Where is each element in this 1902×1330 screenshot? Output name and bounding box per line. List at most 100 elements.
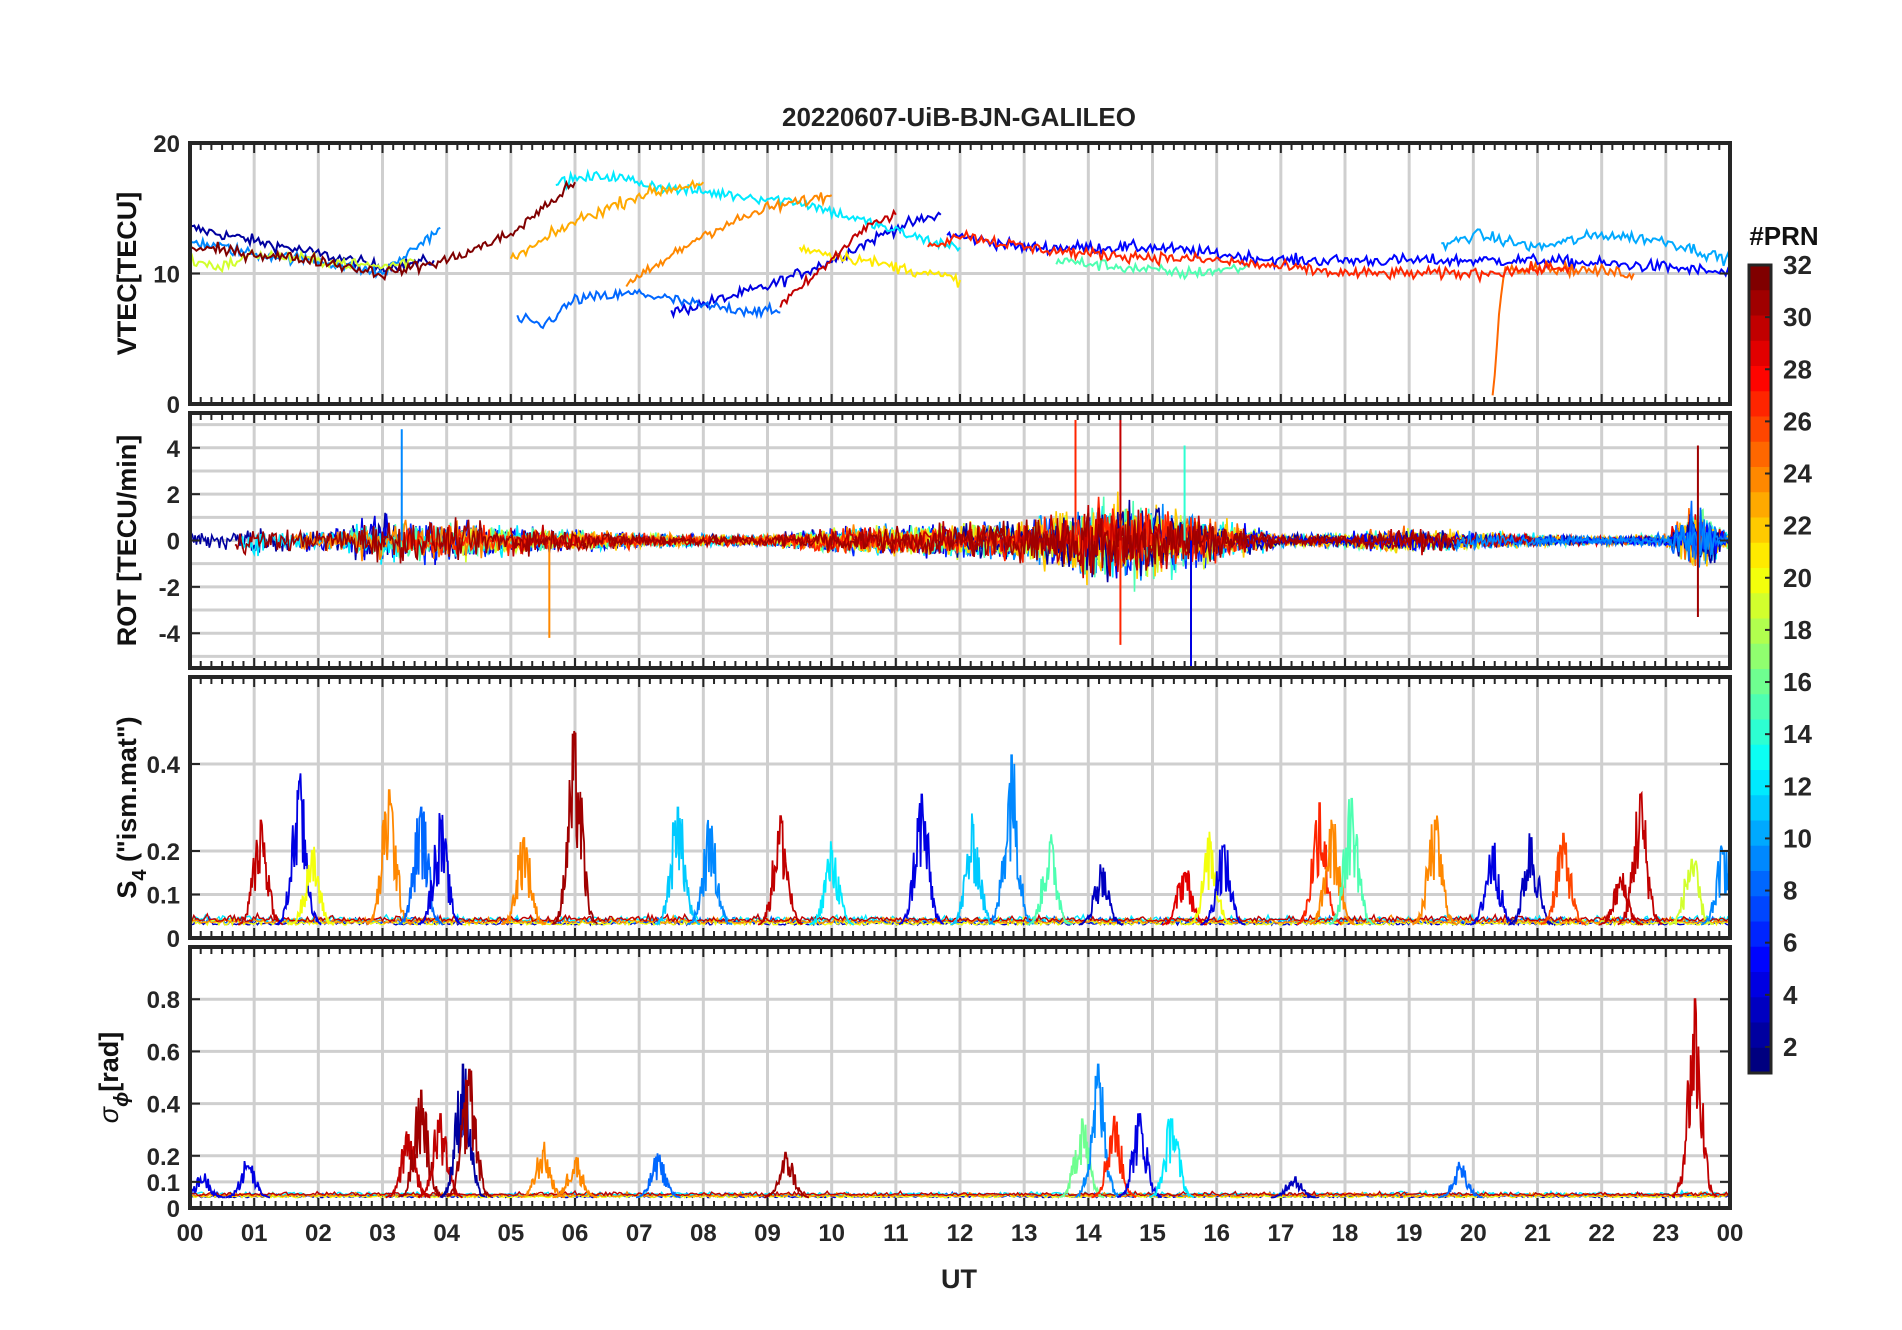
colorbar-tick-label: 6 xyxy=(1783,928,1797,958)
colorbar-band xyxy=(1749,643,1771,670)
sigma_phi-burst-prn-16 xyxy=(1059,1118,1105,1199)
colorbar-band xyxy=(1749,744,1771,771)
y-tick-label: 20 xyxy=(153,131,180,158)
sigma_phi-burst-prn-8 xyxy=(635,1153,681,1199)
y-axis-label: S4 ("ism.mat") xyxy=(112,716,151,898)
colorbar-tick-label: 14 xyxy=(1783,719,1812,749)
colorbar-band xyxy=(1749,770,1771,796)
s4-burst-prn-9 xyxy=(686,819,733,926)
s4-burst-prn-29 xyxy=(1162,870,1208,926)
y-tick-label: 0 xyxy=(167,926,180,953)
x-tick-label: 18 xyxy=(1332,1220,1359,1247)
sigma_phi-burst-prn-31 xyxy=(446,1068,492,1198)
x-tick-label: 10 xyxy=(818,1220,845,1247)
s4-burst-prn-4 xyxy=(1469,842,1515,926)
colorbar-band xyxy=(1749,416,1771,443)
colorbar-tick-label: 32 xyxy=(1783,250,1812,280)
panel-vtec: 0 10 20 VTEC[TECU] xyxy=(112,131,1732,419)
y-tick-label: -2 xyxy=(159,575,180,602)
x-tick-label: 08 xyxy=(690,1220,717,1247)
vtec-series-prn-30 xyxy=(779,208,897,308)
vtec-series-prn-27 xyxy=(927,228,1571,284)
x-tick-label: 12 xyxy=(947,1220,974,1247)
y-tick-label: 4 xyxy=(167,436,181,463)
sigma_phi-burst-prn-24 xyxy=(520,1141,566,1199)
x-tick-label: 21 xyxy=(1524,1220,1551,1247)
series-group xyxy=(190,730,1730,928)
s4-burst-prn-8 xyxy=(398,806,444,926)
rot-series-prn-9 xyxy=(1453,519,1730,561)
s4-burst-prn-3 xyxy=(1508,833,1554,926)
panel-s4: 0 0.1 0.2 0.4S4 ("ism.mat") xyxy=(112,675,1732,953)
rot-series-prn-31 xyxy=(234,510,1455,575)
colorbar-frame xyxy=(1747,263,1773,1075)
vtec-series-prn-32 xyxy=(190,179,576,282)
y-tick-label: 0.2 xyxy=(147,1144,180,1171)
x-tick-label: 00 xyxy=(177,1220,204,1247)
x-tick-label: 14 xyxy=(1075,1220,1102,1247)
s4-burst-prn-4 xyxy=(417,813,463,926)
colorbar-band xyxy=(1749,694,1771,721)
colorbar-band xyxy=(1749,896,1771,923)
sigma_phi-burst-prn-27 xyxy=(1091,1115,1137,1199)
colorbar-tick-label: 2 xyxy=(1783,1032,1797,1062)
y-tick-label: 0.1 xyxy=(147,883,180,910)
colorbar-tick-label: 8 xyxy=(1783,876,1797,906)
colorbar-band xyxy=(1749,340,1771,367)
series-group xyxy=(190,419,1730,668)
sigma_phi-burst-prn-31 xyxy=(764,1151,810,1199)
y-tick-label: 2 xyxy=(167,482,180,509)
s4-burst-prn-30 xyxy=(1598,872,1644,926)
s4-burst-prn-4 xyxy=(276,773,322,926)
colorbar-band xyxy=(1749,921,1771,948)
colorbar-tick-label: 22 xyxy=(1783,511,1812,541)
colorbar-band xyxy=(1749,1047,1771,1074)
x-axis-label: UT xyxy=(941,1264,977,1294)
colorbar-tick-label: 4 xyxy=(1783,980,1798,1010)
x-tick-label: 02 xyxy=(305,1220,332,1247)
vtec-series-prn-5 xyxy=(946,230,1730,278)
vtec-series-prn-4 xyxy=(670,211,942,320)
sigma_phi-burst-prn-4 xyxy=(225,1160,270,1199)
vtec-series-prn-12 xyxy=(555,168,961,252)
x-tick-label: 00 xyxy=(1717,1220,1744,1247)
colorbar-band xyxy=(1749,845,1771,872)
colorbar-band xyxy=(1749,719,1771,746)
sigma_phi-burst-prn-2 xyxy=(439,1063,486,1198)
s4-burst-prn-15 xyxy=(1328,797,1375,926)
colorbar-band xyxy=(1749,467,1771,493)
y-axis-label: σϕ[rad] xyxy=(94,1032,133,1123)
sigma_phi-burst-prn-12 xyxy=(1148,1118,1195,1199)
s4-burst-prn-9 xyxy=(988,754,1034,925)
x-tick-label: 20 xyxy=(1460,1220,1487,1247)
colorbar-band xyxy=(1749,517,1771,544)
s4-burst-prn-24 xyxy=(500,837,547,926)
colorbar-band xyxy=(1749,366,1771,392)
colorbar-tick-label: 16 xyxy=(1783,667,1812,697)
s4-baseline-prn-30 xyxy=(190,911,1729,924)
s4-baseline-prn-12 xyxy=(190,912,1729,924)
colorbar-band xyxy=(1749,492,1771,519)
y-axis-label: VTEC[TECU] xyxy=(112,192,142,356)
vtec-series-prn-15 xyxy=(1055,255,1250,281)
s4-burst-prn-4 xyxy=(1200,844,1246,926)
y-tick-label: 0 xyxy=(167,1196,180,1223)
colorbar-tick-label: 28 xyxy=(1783,354,1812,384)
colorbar-band xyxy=(1749,593,1771,620)
y-tick-label: 0.1 xyxy=(147,1170,180,1197)
y-tick-label: 10 xyxy=(153,262,180,289)
colorbar-band xyxy=(1749,542,1771,569)
s4-burst-prn-24 xyxy=(1412,815,1458,926)
figure-title: 20220607-UiB-BJN-GALILEO xyxy=(782,102,1136,132)
colorbar-band xyxy=(1749,265,1771,291)
s4-burst-prn-11 xyxy=(654,806,701,926)
x-tick-label: 01 xyxy=(241,1220,268,1247)
sigma_phi-burst-prn-4 xyxy=(190,1173,225,1199)
s4-burst-prn-15 xyxy=(1027,834,1073,926)
colorbar-label: #PRN xyxy=(1749,221,1818,251)
x-tick-label: 15 xyxy=(1139,1220,1166,1247)
s4-burst-prn-4 xyxy=(898,793,945,926)
panel-sigma_phi: 00.10.2 0.4 0.6 0.8 σϕ[rad] 00 01 02 03 04 05 06 07 0… xyxy=(94,945,1744,1247)
